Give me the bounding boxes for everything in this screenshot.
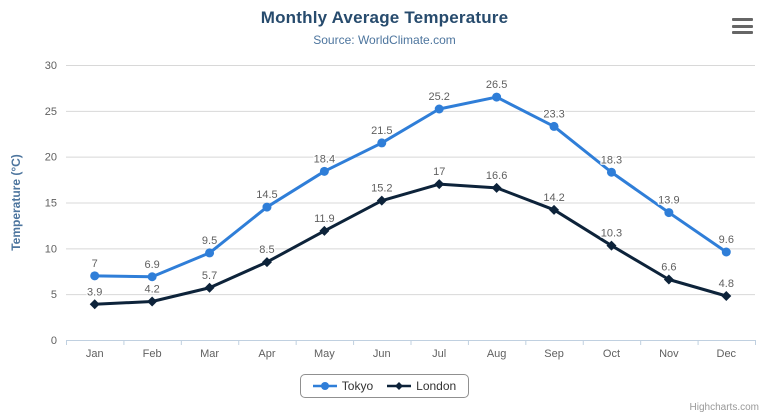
credits-link[interactable]: Highcharts.com xyxy=(689,402,759,413)
series-london[interactable]: 3.9 4.2 5.7 8.5 11.9 15.2 17 16.6 14.2 10.3 6.6 4.8 xyxy=(86,165,735,310)
data-point-marker[interactable] xyxy=(319,166,329,176)
data-point-marker[interactable] xyxy=(204,282,215,293)
data-label: 18.3 xyxy=(601,154,622,166)
data-point-marker[interactable] xyxy=(491,182,502,193)
x-axis-category-label: Apr xyxy=(258,348,275,360)
legend-item-london[interactable]: London xyxy=(387,379,456,393)
data-label: 25.2 xyxy=(428,91,449,103)
data-point-marker[interactable] xyxy=(549,121,559,131)
data-point-marker[interactable] xyxy=(492,92,502,102)
data-label: 9.5 xyxy=(202,235,217,247)
data-label: 23.3 xyxy=(543,108,564,120)
y-axis-tick-label: 10 xyxy=(45,243,57,255)
data-label: 7 xyxy=(92,258,98,270)
data-point-marker[interactable] xyxy=(434,104,444,114)
data-point-marker[interactable] xyxy=(90,271,100,281)
data-point-marker[interactable] xyxy=(376,195,387,206)
data-point-marker[interactable] xyxy=(147,296,158,307)
data-label: 8.5 xyxy=(259,244,274,256)
data-point-marker[interactable] xyxy=(147,272,157,282)
data-label: 14.2 xyxy=(543,192,564,204)
data-point-marker[interactable] xyxy=(663,274,674,285)
data-point-marker[interactable] xyxy=(261,257,272,268)
data-point-marker[interactable] xyxy=(205,248,215,258)
hamburger-bar xyxy=(732,24,753,28)
legend-marker-diamond-icon xyxy=(387,382,412,390)
data-point-marker[interactable] xyxy=(721,291,732,301)
legend-label: London xyxy=(416,379,457,393)
x-axis-category-label: Sep xyxy=(544,348,564,360)
data-point-marker[interactable] xyxy=(549,204,560,215)
data-label: 6.6 xyxy=(661,262,676,274)
data-label: 3.9 xyxy=(87,286,102,298)
data-label: 21.5 xyxy=(371,125,392,137)
x-axis-category-label: May xyxy=(314,348,335,360)
series-tokyo[interactable]: 7 6.9 9.5 14.5 18.4 21.5 25.2 26.5 23.3 18.3 13.9 9… xyxy=(90,78,735,282)
x-axis-category-label: Dec xyxy=(717,348,737,360)
y-axis-tick-label: 5 xyxy=(51,289,57,301)
data-label: 15.2 xyxy=(371,183,392,195)
data-point-marker[interactable] xyxy=(319,225,330,236)
x-axis-category-label: Oct xyxy=(603,348,620,360)
data-point-marker[interactable] xyxy=(434,179,445,190)
x-axis-category-label: Jan xyxy=(86,348,104,360)
y-axis-tick-label: 0 xyxy=(51,335,57,347)
hamburger-bar xyxy=(732,31,753,34)
x-axis-category-label: Nov xyxy=(659,348,679,360)
data-point-marker[interactable] xyxy=(262,202,272,212)
y-axis-tick-label: 25 xyxy=(45,106,57,118)
data-point-marker[interactable] xyxy=(377,138,387,148)
data-label: 10.3 xyxy=(601,228,622,240)
legend: Tokyo London xyxy=(0,374,769,398)
legend-item-tokyo[interactable]: Tokyo xyxy=(312,379,374,393)
data-label: 18.4 xyxy=(314,153,335,165)
chart-title: Monthly Average Temperature xyxy=(260,8,509,27)
data-label: 4.2 xyxy=(144,284,159,296)
data-label: 5.7 xyxy=(202,270,217,282)
x-axis-category-label: Feb xyxy=(143,348,162,360)
data-label: 16.6 xyxy=(486,170,507,182)
x-axis-category-label: Mar xyxy=(200,348,219,360)
gridlines: 0 5 10 15 20 25 30 xyxy=(45,60,755,347)
data-label: 9.6 xyxy=(719,234,734,246)
data-label: 14.5 xyxy=(256,189,277,201)
y-axis-tick-label: 20 xyxy=(45,152,57,164)
data-point-marker[interactable] xyxy=(721,247,731,257)
y-axis-tick-label: 15 xyxy=(45,198,57,210)
data-label: 11.9 xyxy=(314,213,335,225)
data-label: 6.9 xyxy=(144,259,159,271)
data-point-marker[interactable] xyxy=(606,167,616,177)
data-point-marker[interactable] xyxy=(664,208,674,218)
legend-box: Tokyo London xyxy=(299,374,470,398)
hamburger-bar xyxy=(732,18,753,21)
data-point-marker[interactable] xyxy=(606,240,617,251)
x-axis-category-label: Aug xyxy=(487,348,507,360)
chart-header: Monthly Average Temperature Source: Worl… xyxy=(0,8,769,47)
y-axis-tick-label: 30 xyxy=(45,60,57,72)
data-label: 17 xyxy=(433,166,445,178)
data-label: 13.9 xyxy=(658,195,679,207)
chart-subtitle: Source: WorldClimate.com xyxy=(313,33,456,47)
data-point-marker[interactable] xyxy=(89,299,100,310)
legend-label: Tokyo xyxy=(341,379,374,393)
x-axis-category-label: Jul xyxy=(432,348,446,360)
x-axis-category-label: Jun xyxy=(373,348,391,360)
hamburger-menu-icon[interactable] xyxy=(732,17,753,35)
data-label: 4.8 xyxy=(719,278,734,290)
y-axis-title: Temperature (°C) xyxy=(9,154,23,251)
legend-marker-circle-icon xyxy=(312,382,337,390)
data-label: 26.5 xyxy=(486,79,507,91)
x-axis: Jan Feb Mar Apr May Jun Jul Aug Sep Oct Nov Dec xyxy=(66,340,756,360)
